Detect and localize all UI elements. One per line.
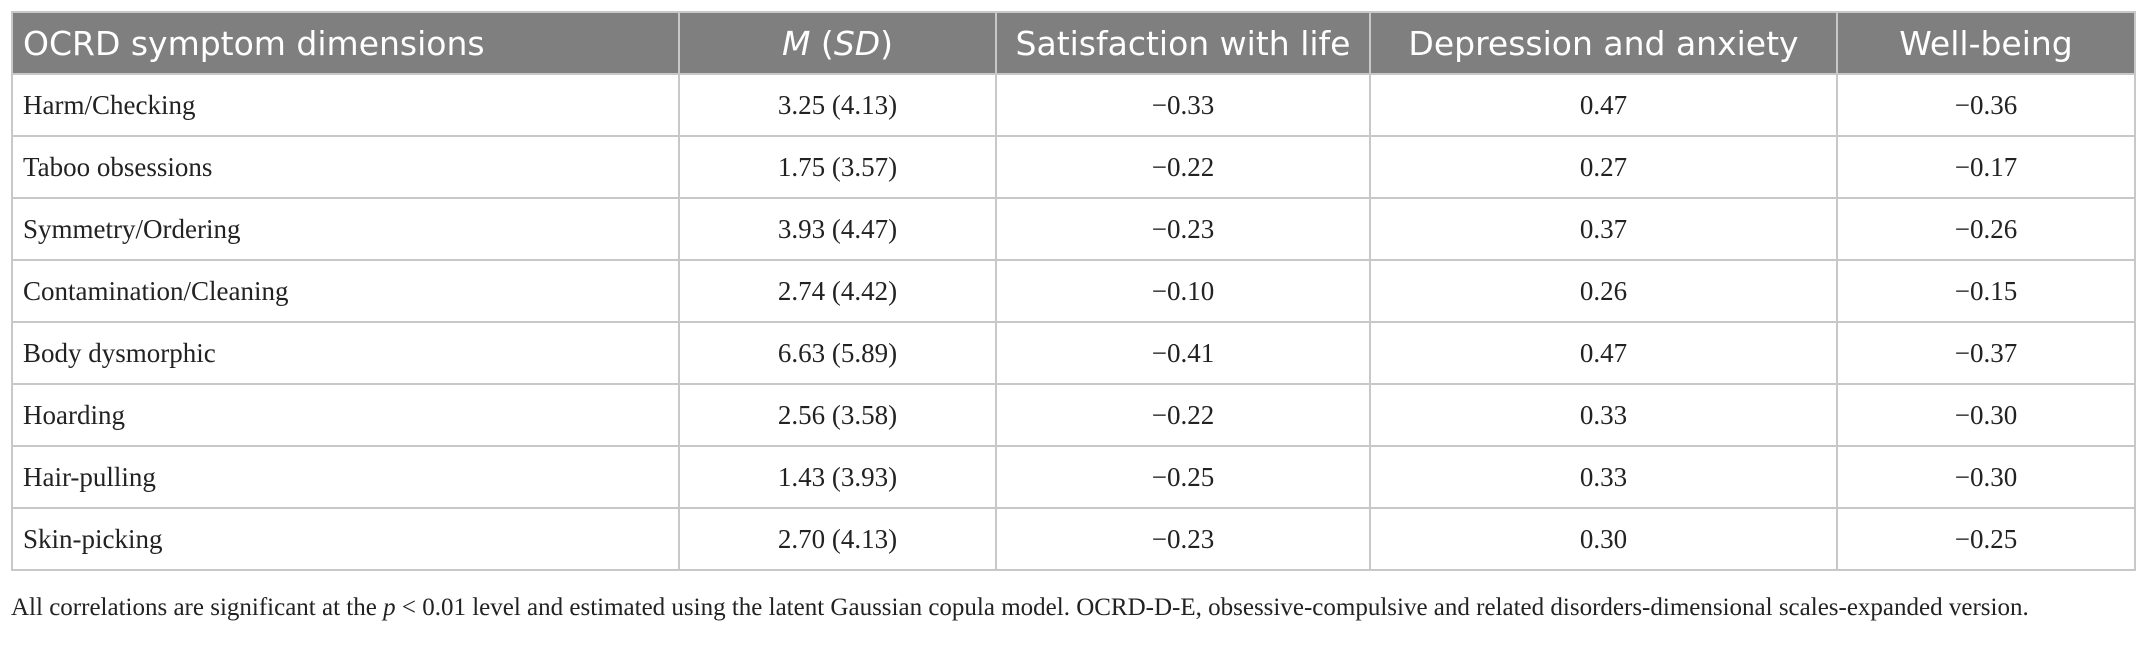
cell-depression: 0.26: [1369, 259, 1838, 323]
cell-depression: 0.30: [1369, 507, 1838, 571]
correlation-table: OCRD symptom dimensions M (SD) Satisfact…: [11, 11, 2136, 571]
header-depression-and-anxiety: Depression and anxiety: [1369, 11, 1838, 75]
header-satisfaction-with-life: Satisfaction with life: [995, 11, 1371, 75]
cell-dimension: Skin-picking: [11, 507, 680, 571]
cell-mean-sd: 2.56 (3.58): [678, 383, 997, 447]
header-well-being: Well-being: [1836, 11, 2136, 75]
cell-satisfaction: −0.10: [995, 259, 1371, 323]
cell-depression: 0.47: [1369, 73, 1838, 137]
header-sd: SD: [833, 23, 881, 63]
header-ocrd-symptom-dimensions: OCRD symptom dimensions: [11, 11, 680, 75]
cell-dimension: Hair-pulling: [11, 445, 680, 509]
cell-wellbeing: −0.26: [1836, 197, 2136, 261]
footnote-text-before-p: All correlations are significant at the: [11, 594, 384, 621]
cell-mean-sd: 1.75 (3.57): [678, 135, 997, 199]
cell-mean-sd: 2.74 (4.42): [678, 259, 997, 323]
cell-wellbeing: −0.25: [1836, 507, 2136, 571]
table-header-row: OCRD symptom dimensions M (SD) Satisfact…: [11, 11, 2136, 75]
cell-satisfaction: −0.22: [995, 383, 1371, 447]
cell-dimension: Contamination/Cleaning: [11, 259, 680, 323]
table-row: Hoarding 2.56 (3.58) −0.22 0.33 −0.30: [11, 383, 2136, 447]
cell-mean-sd: 3.25 (4.13): [678, 73, 997, 137]
table-row: Hair-pulling 1.43 (3.93) −0.25 0.33 −0.3…: [11, 445, 2136, 509]
footnote-text-after-p: < 0.01 level and estimated using the lat…: [395, 594, 2029, 621]
cell-depression: 0.47: [1369, 321, 1838, 385]
cell-satisfaction: −0.22: [995, 135, 1371, 199]
cell-dimension: Taboo obsessions: [11, 135, 680, 199]
cell-dimension: Harm/Checking: [11, 73, 680, 137]
footnote-p-symbol: p: [383, 594, 396, 621]
cell-wellbeing: −0.17: [1836, 135, 2136, 199]
table-row: Skin-picking 2.70 (4.13) −0.23 0.30 −0.2…: [11, 507, 2136, 571]
cell-satisfaction: −0.23: [995, 507, 1371, 571]
table-footnote: All correlations are significant at the …: [11, 590, 2134, 625]
cell-wellbeing: −0.36: [1836, 73, 2136, 137]
cell-mean-sd: 2.70 (4.13): [678, 507, 997, 571]
correlation-table-container: OCRD symptom dimensions M (SD) Satisfact…: [11, 11, 2136, 571]
cell-mean-sd: 3.93 (4.47): [678, 197, 997, 261]
cell-depression: 0.27: [1369, 135, 1838, 199]
cell-wellbeing: −0.15: [1836, 259, 2136, 323]
cell-wellbeing: −0.37: [1836, 321, 2136, 385]
table-row: Body dysmorphic 6.63 (5.89) −0.41 0.47 −…: [11, 321, 2136, 385]
table-row: Symmetry/Ordering 3.93 (4.47) −0.23 0.37…: [11, 197, 2136, 261]
cell-mean-sd: 6.63 (5.89): [678, 321, 997, 385]
cell-wellbeing: −0.30: [1836, 383, 2136, 447]
header-m: M: [781, 23, 811, 63]
cell-satisfaction: −0.25: [995, 445, 1371, 509]
cell-mean-sd: 1.43 (3.93): [678, 445, 997, 509]
table-row: Contamination/Cleaning 2.74 (4.42) −0.10…: [11, 259, 2136, 323]
cell-dimension: Body dysmorphic: [11, 321, 680, 385]
cell-depression: 0.37: [1369, 197, 1838, 261]
cell-dimension: Symmetry/Ordering: [11, 197, 680, 261]
header-mean-sd: M (SD): [678, 11, 997, 75]
cell-dimension: Hoarding: [11, 383, 680, 447]
cell-satisfaction: −0.23: [995, 197, 1371, 261]
table-row: Harm/Checking 3.25 (4.13) −0.33 0.47 −0.…: [11, 73, 2136, 137]
table-row: Taboo obsessions 1.75 (3.57) −0.22 0.27 …: [11, 135, 2136, 199]
cell-depression: 0.33: [1369, 383, 1838, 447]
cell-satisfaction: −0.33: [995, 73, 1371, 137]
cell-depression: 0.33: [1369, 445, 1838, 509]
cell-satisfaction: −0.41: [995, 321, 1371, 385]
cell-wellbeing: −0.30: [1836, 445, 2136, 509]
